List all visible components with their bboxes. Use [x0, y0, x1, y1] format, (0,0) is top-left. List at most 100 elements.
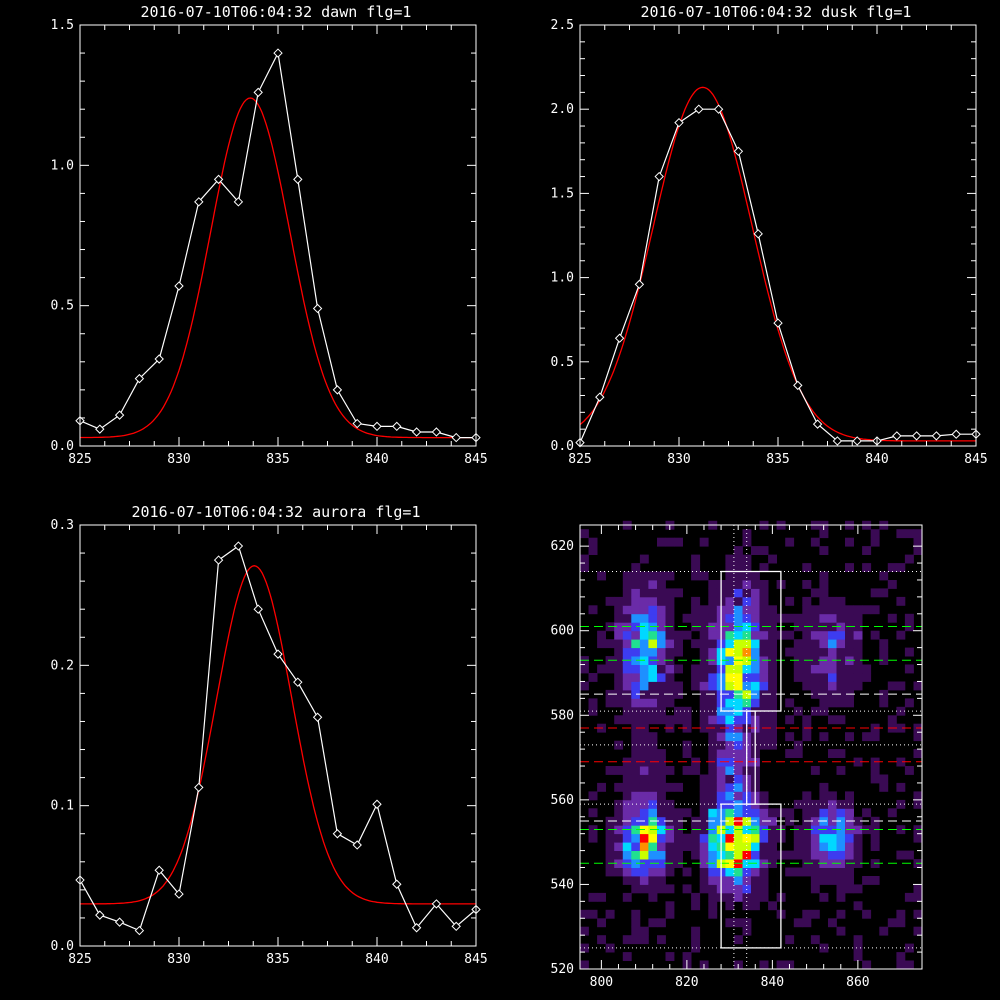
- heatmap-cell: [588, 673, 598, 682]
- heatmap-cell: [751, 833, 760, 843]
- heatmap-cell: [657, 867, 666, 877]
- heatmap-cell: [887, 563, 897, 572]
- heatmap-cell: [836, 909, 846, 919]
- heatmap-cell: [768, 825, 777, 835]
- heatmap-cell: [836, 673, 846, 682]
- heatmap-cell: [733, 884, 743, 894]
- heatmap-cell: [768, 723, 777, 733]
- heatmap-cell: [845, 664, 854, 674]
- heatmap-cell: [708, 867, 718, 877]
- heatmap-cell: [733, 850, 743, 860]
- heatmap-cell: [853, 656, 863, 665]
- heatmap-cell: [725, 681, 735, 691]
- heatmap-cell: [725, 554, 735, 564]
- heatmap-cell: [708, 681, 718, 691]
- heatmap-cell: [614, 673, 624, 682]
- aurora-data-point: [194, 782, 204, 793]
- heatmap-cell: [896, 850, 906, 860]
- heatmap-cell: [793, 749, 803, 758]
- heatmap-cell: [691, 639, 701, 649]
- heatmap-cell: [733, 630, 743, 640]
- dusk-data-point: [812, 419, 823, 429]
- heatmap-cell: [870, 876, 880, 885]
- heatmap-cell: [648, 596, 658, 606]
- heatmap-cell: [853, 622, 863, 632]
- heatmap-cell: [597, 782, 606, 792]
- heatmap-cell: [793, 647, 803, 657]
- heatmap-cell: [751, 613, 760, 623]
- heatmap-cell: [853, 630, 863, 640]
- heatmap-cell: [810, 622, 820, 632]
- heatmap-cell: [913, 833, 923, 843]
- heatmap-cell: [810, 935, 820, 945]
- heatmap-cell: [853, 681, 863, 691]
- heatmap-cell: [648, 673, 658, 682]
- dusk-data-point: [832, 436, 843, 446]
- heatmap-cell: [665, 833, 675, 843]
- heatmap-cell: [622, 833, 632, 843]
- heatmap-cell: [751, 884, 760, 894]
- heatmap-cell: [708, 732, 718, 742]
- heatmap-cell: [836, 647, 846, 657]
- heatmap-cell: [879, 782, 889, 792]
- dusk-y-tick-label: 1.0: [551, 271, 574, 286]
- heatmap-cell: [810, 859, 820, 868]
- heatmap-cell: [716, 774, 726, 784]
- heatmap-cell: [699, 681, 709, 691]
- heatmap-cell: [648, 605, 658, 615]
- heatmap-y-tick-label: 540: [551, 877, 574, 892]
- heatmap-cell: [580, 529, 589, 539]
- heatmap-cell: [802, 681, 812, 691]
- aurora-y-tick-label: 0.3: [51, 518, 74, 533]
- heatmap-cell: [725, 605, 735, 615]
- heatmap-cell: [614, 596, 624, 606]
- heatmap-cell: [742, 656, 752, 665]
- heatmap-cell: [639, 867, 649, 877]
- heatmap-cell: [648, 749, 658, 758]
- heatmap-cell: [870, 766, 880, 775]
- heatmap-cell: [853, 859, 863, 868]
- heatmap-cell: [708, 715, 718, 725]
- heatmap-cell: [614, 689, 624, 699]
- heatmap-cell: [665, 909, 675, 919]
- heatmap-cell: [605, 842, 615, 851]
- heatmap-cell: [648, 571, 658, 581]
- heatmap-cell: [836, 715, 846, 725]
- heatmap-cell: [622, 630, 632, 640]
- heatmap-cell: [708, 664, 718, 674]
- dawn-data-point: [233, 197, 244, 207]
- heatmap-cell: [896, 825, 906, 835]
- heatmap-cell: [845, 791, 854, 801]
- heatmap-cell: [742, 571, 752, 581]
- heatmap-cell: [665, 808, 675, 818]
- heatmap-cell: [819, 706, 829, 716]
- heatmap-cell: [725, 892, 735, 902]
- aurora-plot-title: 2016-07-10T06:04:32 aurora flg=1: [132, 503, 421, 521]
- heatmap-cell: [622, 580, 632, 589]
- heatmap-cell: [845, 799, 854, 809]
- heatmap-cell: [682, 613, 692, 623]
- heatmap-cell: [648, 613, 658, 623]
- heatmap-cell: [648, 647, 658, 657]
- heatmap-cell: [657, 782, 666, 792]
- heatmap-cell: [674, 630, 683, 640]
- heatmap-cell: [725, 850, 735, 860]
- heatmap-cell: [631, 842, 641, 851]
- heatmap-cell: [733, 935, 743, 945]
- heatmap-cell: [836, 926, 846, 936]
- heatmap-cell: [828, 605, 837, 615]
- heatmap-cell: [733, 732, 743, 742]
- heatmap-cell: [639, 782, 649, 792]
- heatmap-cell: [853, 605, 863, 615]
- heatmap-cell: [725, 647, 735, 657]
- heatmap-cell: [828, 749, 837, 758]
- heatmap-cell: [725, 833, 735, 843]
- heatmap-cell: [828, 842, 837, 851]
- heatmap-cell: [793, 867, 803, 877]
- heatmap-cell: [828, 647, 837, 657]
- heatmap-cell: [768, 689, 777, 699]
- heatmap-cell: [879, 639, 889, 649]
- heatmap-cell: [639, 774, 649, 784]
- heatmap-cell: [708, 596, 718, 606]
- heatmap-cell: [631, 563, 641, 572]
